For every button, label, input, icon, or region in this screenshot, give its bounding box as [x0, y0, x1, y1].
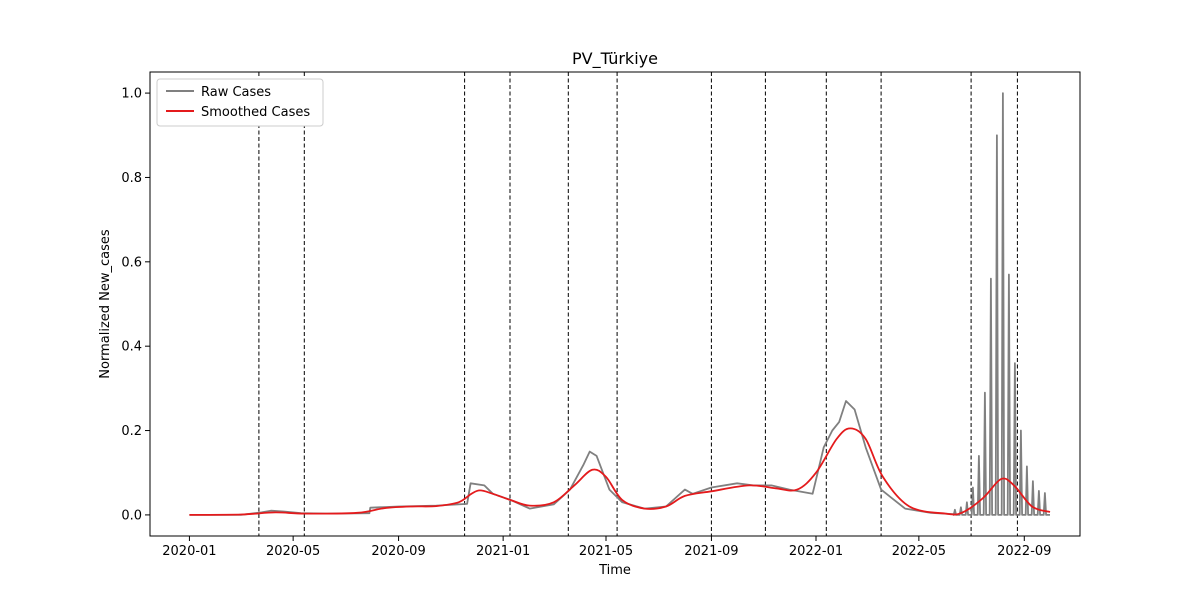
x-tick-label-6: 2022-01 — [789, 544, 843, 559]
smoothed-cases-line — [189, 427, 1051, 516]
y-tick-label-4: 0.8 — [121, 171, 142, 186]
y-axis-label: Normalized New_cases — [98, 229, 113, 379]
x-tick-label-3: 2021-01 — [476, 544, 530, 559]
legend-raw-label: Raw Cases — [201, 85, 271, 100]
x-tick-label-7: 2022-05 — [892, 544, 946, 559]
legend: Raw Cases Smoothed Cases — [156, 78, 324, 127]
x-tick-label-2: 2020-09 — [371, 544, 425, 559]
raw-series — [189, 92, 1050, 516]
legend-smoothed-label: Smoothed Cases — [201, 105, 310, 120]
y-axis-ticks: 0.0 0.2 0.4 0.6 0.8 1.0 — [121, 87, 150, 523]
x-tick-label-0: 2020-01 — [162, 544, 216, 559]
chart-title: PV_Türkiye — [572, 49, 658, 69]
y-tick-label-1: 0.2 — [121, 424, 142, 439]
plot-area — [149, 71, 1081, 537]
x-tick-label-5: 2021-09 — [684, 544, 738, 559]
smoothed-series — [189, 427, 1051, 516]
x-tick-label-8: 2022-09 — [997, 544, 1051, 559]
vertical-lines — [258, 72, 1018, 536]
y-tick-label-3: 0.6 — [121, 255, 142, 270]
legend-box — [156, 78, 324, 127]
x-tick-label-1: 2020-05 — [266, 544, 320, 559]
raw-cases-line — [189, 92, 1050, 516]
x-axis-ticks: 2020-01 2020-05 2020-09 2021-01 2021-05 2021-… — [162, 536, 1051, 559]
x-tick-label-4: 2021-05 — [579, 544, 633, 559]
y-tick-label-0: 0.0 — [121, 508, 142, 523]
y-tick-label-5: 1.0 — [121, 87, 142, 102]
x-axis-label: Time — [598, 563, 631, 578]
y-tick-label-2: 0.4 — [121, 340, 142, 355]
